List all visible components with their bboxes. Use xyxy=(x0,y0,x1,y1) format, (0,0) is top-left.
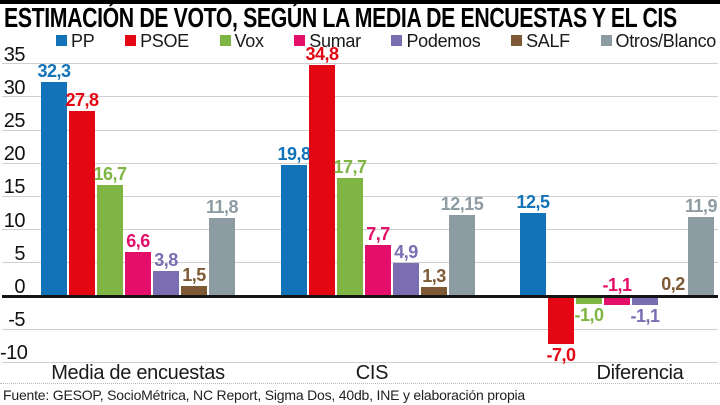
value-label: 11,8 xyxy=(205,196,239,217)
bar-vox-0 xyxy=(97,185,123,296)
legend-item-psoe: PSOE xyxy=(125,32,189,50)
legend-item-sumar: Sumar xyxy=(294,32,361,50)
y-tick-label: 15 xyxy=(3,176,26,199)
category-label-2: Diferencia xyxy=(596,362,684,384)
chart-title: ESTIMACIÓN DE VOTO, SEGÚN LA MEDIA DE EN… xyxy=(4,2,677,33)
bar-salf-0 xyxy=(181,286,207,296)
bar-sumar-1 xyxy=(365,244,391,296)
y-tick-label: 30 xyxy=(3,76,26,99)
bar-podemos-1 xyxy=(393,263,419,296)
legend-swatch-icon xyxy=(511,35,523,46)
legend-label: Sumar xyxy=(309,30,361,51)
legend-label: PSOE xyxy=(140,30,189,51)
bar-psoe-1 xyxy=(309,64,335,296)
value-label: -1,1 xyxy=(602,275,632,295)
gridline--5 xyxy=(2,328,718,330)
legend-swatch-icon xyxy=(600,35,612,46)
legend-swatch-icon xyxy=(125,35,137,46)
gridline-20 xyxy=(2,162,718,164)
y-tick-label: 25 xyxy=(3,110,26,132)
value-label: -1,1 xyxy=(630,305,660,326)
bar-vox-1 xyxy=(337,178,363,296)
top-rule xyxy=(0,0,720,4)
legend-swatch-icon xyxy=(294,35,306,46)
legend-label: Vox xyxy=(234,30,264,51)
legend-label: Otros/Blanco xyxy=(615,30,717,51)
y-tick-label: 5 xyxy=(14,242,25,265)
legend-item-podemos: Podemos xyxy=(391,30,481,51)
y-tick-label: 0 xyxy=(14,276,25,298)
value-label: 12,15 xyxy=(440,194,484,215)
bar-otros-blanco-2 xyxy=(688,216,714,296)
legend-label: SALF xyxy=(526,30,570,51)
legend-label: Podemos xyxy=(406,30,481,51)
category-label-1: CIS xyxy=(355,362,389,384)
y-tick-label: 35 xyxy=(3,43,26,66)
value-label: 34,8 xyxy=(305,43,339,64)
y-tick-label: 10 xyxy=(3,209,26,232)
footer-divider xyxy=(0,383,720,384)
value-label: 4,9 xyxy=(394,242,418,263)
bar-psoe-0 xyxy=(69,111,95,296)
legend-item-pp: PP xyxy=(56,30,95,51)
y-tick-label: -5 xyxy=(8,309,25,332)
source-note: Fuente: GESOP, SocioMétrica, NC Report, … xyxy=(3,387,526,403)
y-tick-label: 20 xyxy=(3,143,26,166)
legend-swatch-icon xyxy=(56,35,67,46)
value-label: -1,0 xyxy=(574,305,604,326)
gridline-25 xyxy=(2,129,718,131)
value-label: 17,7 xyxy=(333,157,367,178)
value-label: 32,3 xyxy=(37,60,71,81)
legend-label: PP xyxy=(71,30,95,51)
bar-sumar-0 xyxy=(125,252,151,296)
legend-item-vox: Vox xyxy=(219,30,264,51)
value-label: 3,8 xyxy=(154,249,178,270)
value-label: 27,8 xyxy=(65,90,99,111)
gridline-30 xyxy=(2,96,718,98)
legend-swatch-icon xyxy=(219,35,231,46)
legend-item-otros-blanco: Otros/Blanco xyxy=(600,30,717,51)
bar-vox-2 xyxy=(576,297,602,305)
gridline--10 xyxy=(2,361,718,363)
bar-pp-0 xyxy=(41,81,67,296)
bar-sumar-2 xyxy=(604,297,630,305)
bar-otros-blanco-1 xyxy=(449,215,475,296)
legend: PP PSOE Vox Sumar Podemos SALF Otros/Blanco xyxy=(56,30,717,51)
value-label: 11,9 xyxy=(684,195,718,216)
value-label: 7,7 xyxy=(366,223,390,244)
bar-pp-1 xyxy=(281,164,307,296)
legend-swatch-icon xyxy=(391,35,403,46)
legend-item-salf: SALF xyxy=(511,32,570,50)
value-label: 6,6 xyxy=(126,231,150,252)
bar-psoe-2 xyxy=(548,297,574,344)
bar-pp-2 xyxy=(520,213,546,296)
bar-otros-blanco-0 xyxy=(209,217,235,296)
value-label: 12,5 xyxy=(516,192,550,212)
value-label: 19,8 xyxy=(277,143,311,164)
value-label: -7,0 xyxy=(546,344,576,365)
value-label: 1,5 xyxy=(182,265,206,286)
value-label: 1,3 xyxy=(422,266,446,287)
y-tick-label: -10 xyxy=(0,342,28,365)
zero-axis-line xyxy=(2,294,718,298)
bar-salf-1 xyxy=(421,287,447,296)
bar-podemos-0 xyxy=(153,270,179,296)
category-label-0: Media de encuestas xyxy=(51,362,225,384)
value-label: 0,2 xyxy=(661,273,685,294)
value-label: 16,7 xyxy=(93,164,127,185)
bar-podemos-2 xyxy=(632,297,658,305)
gridline-35 xyxy=(2,63,718,65)
